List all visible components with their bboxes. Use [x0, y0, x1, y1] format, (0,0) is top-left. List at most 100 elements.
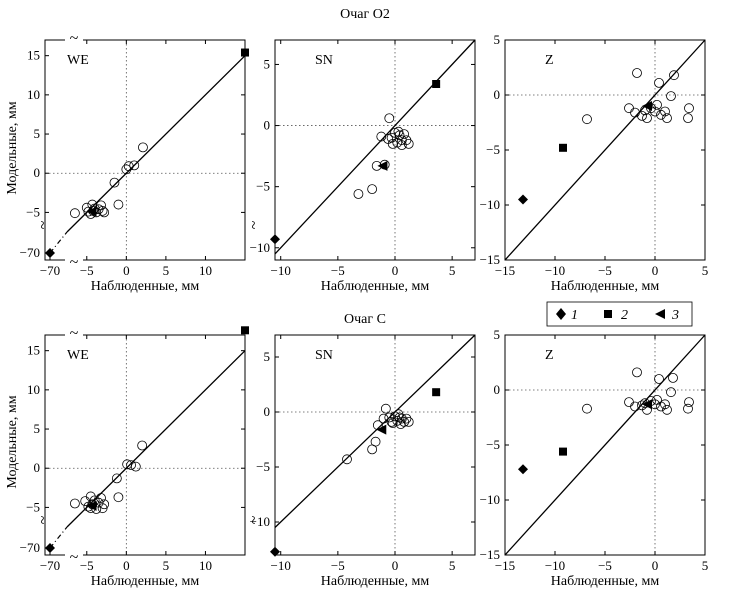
x-axis-label: Наблюденные, мм [551, 279, 660, 294]
marker-circle [637, 111, 647, 121]
x-tick-label-break: −70 [40, 263, 60, 278]
marker-triangle [642, 399, 652, 410]
marker-diamond-offscale [45, 543, 55, 553]
y-tick-label: 5 [264, 349, 271, 364]
marker-circle [97, 205, 108, 216]
marker-circle [126, 460, 136, 470]
marker-circle [399, 416, 410, 427]
marker-circle [582, 114, 592, 125]
marker-circle [113, 492, 124, 503]
marker-circle [666, 387, 676, 398]
marker-circle [660, 106, 670, 117]
y-tick-label: −5 [486, 142, 500, 157]
marker-circle [130, 461, 141, 472]
marker-circle [370, 436, 381, 447]
y-tick-label: 5 [494, 327, 501, 342]
axis-break-mark: ~ [70, 325, 79, 342]
marker-circle [386, 416, 397, 427]
x-tick-label: −5 [331, 263, 345, 278]
marker-circle [367, 184, 378, 195]
marker-circle [392, 137, 403, 148]
marker-circle [380, 403, 391, 414]
y-tick-label-break: −70 [20, 540, 40, 555]
marker-circle [401, 413, 412, 424]
axis-break-mark: ~ [33, 516, 50, 525]
y-tick-label: 5 [34, 126, 41, 141]
x-tick-label: 5 [449, 558, 456, 573]
marker-diamond [270, 546, 280, 557]
x-tick-label: 0 [652, 558, 659, 573]
marker-circle [654, 78, 664, 88]
marker-circle [394, 130, 405, 141]
x-tick-label: −5 [598, 558, 612, 573]
marker-diamond [270, 234, 280, 245]
marker-triangle [376, 424, 387, 435]
marker-circle [342, 454, 352, 465]
x-tick-label: 0 [392, 263, 399, 278]
marker-circle [85, 491, 96, 502]
fit-line-extension [49, 526, 68, 549]
x-tick-label: −5 [80, 263, 94, 278]
row-title-top: Очаг O2 [340, 7, 390, 22]
marker-diamond [518, 464, 528, 475]
legend-box [546, 301, 693, 327]
y-tick-label: −5 [26, 499, 40, 514]
marker-circle [121, 164, 132, 175]
legend: 1 2 3 [546, 301, 693, 327]
marker-square [559, 447, 567, 456]
marker-circle [632, 367, 642, 378]
marker-circle [384, 113, 395, 124]
x-tick-label: 5 [163, 263, 170, 278]
x-tick-label-break: −70 [40, 558, 60, 573]
marker-circle [123, 161, 134, 172]
marker-triangle [86, 206, 97, 217]
marker-circle [393, 126, 404, 137]
marker-circle [630, 401, 640, 412]
marker-circle [96, 493, 106, 503]
panel-title: Z [545, 348, 554, 363]
axis-break-mark: ~ [244, 221, 261, 230]
marker-circle [383, 134, 394, 144]
marker-circle [662, 113, 672, 123]
y-tick-label: 10 [27, 87, 40, 102]
marker-circle [384, 412, 395, 423]
y-tick-label: 0 [34, 165, 41, 180]
fit-line [504, 334, 706, 556]
marker-circle [387, 418, 398, 428]
legend-label-2: 2 [621, 308, 628, 323]
marker-circle [399, 129, 410, 140]
y-axis-label-top: Модельные, мм [5, 101, 20, 194]
marker-circle [650, 106, 660, 117]
marker-diamond [518, 194, 528, 205]
y-tick-label: −10 [250, 240, 270, 255]
y-tick-label: 0 [494, 382, 501, 397]
x-tick-label: 10 [199, 263, 212, 278]
marker-circle [99, 207, 110, 218]
marker-square [241, 48, 249, 57]
x-tick-label: −5 [331, 558, 345, 573]
marker-circle [684, 397, 694, 408]
marker-circle [111, 473, 122, 484]
y-tick-label: −5 [26, 204, 40, 219]
x-axis-label: Наблюденные, мм [551, 574, 660, 589]
axes-box [274, 334, 476, 556]
marker-square [241, 326, 249, 335]
marker-circle [666, 91, 676, 101]
x-tick-label: −10 [271, 558, 291, 573]
marker-diamond-offscale [45, 248, 55, 258]
axes-box [274, 39, 476, 261]
y-tick-label-break: −70 [20, 245, 40, 260]
x-tick-label: −10 [545, 558, 565, 573]
marker-circle [403, 138, 414, 149]
x-axis-label: Наблюденные, мм [91, 279, 200, 294]
axes-box [44, 39, 246, 261]
marker-circle [624, 103, 634, 114]
y-tick-label: −5 [256, 179, 270, 194]
marker-circle [630, 107, 640, 118]
y-tick-label: 5 [494, 32, 501, 47]
marker-circle [395, 419, 406, 430]
legend-label-3: 3 [671, 308, 679, 323]
legend-marker-diamond [556, 308, 566, 320]
fit-line [504, 39, 706, 261]
x-tick-label: 10 [199, 558, 212, 573]
